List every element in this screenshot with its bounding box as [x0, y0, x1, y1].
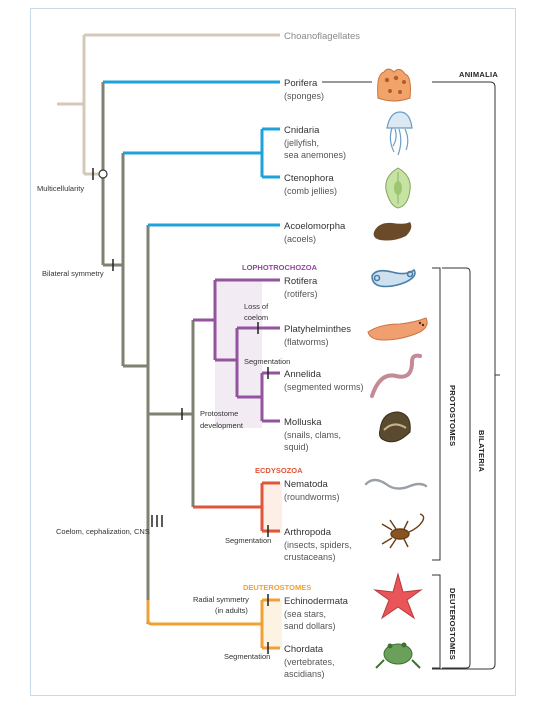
- acoelomorpha-label: Acoelomorpha: [284, 221, 346, 232]
- chordata-common-1: (vertebrates,: [284, 657, 335, 667]
- clade-brackets: [322, 81, 500, 670]
- sponge-illustration: [377, 68, 411, 102]
- choanoflagellates-label: Choanoflagellates: [284, 31, 360, 42]
- radial-symmetry-label-1: Radial symmetry: [193, 595, 249, 604]
- figure-frame: [30, 8, 516, 696]
- ecdysozoa-label: ECDYSOZOA: [255, 466, 303, 475]
- rotifera-common: (rotifers): [284, 289, 318, 299]
- molluska-label: Molluska: [284, 417, 322, 428]
- character-ticks: [92, 168, 269, 654]
- chordata-label: Chordata: [284, 644, 324, 655]
- chordata-common-2: ascidians): [284, 669, 325, 679]
- cnidaria-label: Cnidaria: [284, 125, 320, 136]
- arthropoda-common-1: (insects, spiders,: [284, 540, 352, 550]
- molluska-common-2: squid): [284, 442, 309, 452]
- ecdysozoa-shade: [262, 483, 282, 533]
- clam-illustration: [379, 411, 411, 443]
- multicellularity-label: Multicellularity: [37, 184, 84, 193]
- animal-trunk-branches: [101, 82, 195, 624]
- nematoda-label: Nematoda: [284, 479, 329, 490]
- rotifera-label: Rotifera: [284, 276, 318, 287]
- multicellularity-node: [98, 169, 108, 179]
- bilateral-symmetry-label: Bilateral symmetry: [42, 269, 104, 278]
- coelom-label: Coelom, cephalization, CNS: [56, 527, 150, 536]
- deuterostomes-group-label: DEUTEROSTOMES: [243, 583, 311, 592]
- arthropoda-label: Arthropoda: [284, 527, 332, 538]
- nematoda-common: (roundworms): [284, 492, 340, 502]
- segmentation-lopho-label: Segmentation: [244, 357, 290, 366]
- platyhelminthes-common: (flatworms): [284, 337, 329, 347]
- jellyfish-illustration: [386, 111, 413, 156]
- frog-illustration: [375, 642, 421, 669]
- lophotrochozoa-label: LOPHOTROCHOZOA: [242, 263, 318, 272]
- cnidaria-common-1: (jellyfish,: [284, 138, 319, 148]
- rotifer-illustration: [371, 268, 416, 288]
- roundworm-illustration: [364, 478, 428, 490]
- radial-symmetry-label-2: (in adults): [215, 606, 248, 615]
- echinodermata-label: Echinodermata: [284, 596, 349, 607]
- porifera-common: (sponges): [284, 91, 324, 101]
- echinodermata-common-1: (sea stars,: [284, 609, 326, 619]
- loss-of-coelom-label-1: Loss of: [244, 302, 269, 311]
- deuterostome-shade: [262, 600, 282, 648]
- character-labels: Multicellularity Bilateral symmetry Coel…: [37, 184, 290, 661]
- basal-branches: [103, 80, 280, 227]
- acoel-illustration: [373, 222, 412, 241]
- sea-star-illustration: [373, 572, 423, 620]
- flatworm-illustration: [367, 317, 428, 341]
- protostomes-label: PROTOSTOMES: [448, 385, 457, 446]
- scorpion-illustration: [381, 513, 425, 549]
- taxon-labels: Choanoflagellates Porifera (sponges) Cni…: [284, 31, 364, 679]
- annelida-common: (segmented worms): [284, 382, 364, 392]
- deuterostome-branches: [146, 598, 280, 650]
- segmentation-ecdy-label: Segmentation: [225, 536, 271, 545]
- protostome-label-1: Protostome: [200, 409, 238, 418]
- ctenophora-common: (comb jellies): [284, 186, 337, 196]
- stem-branches: [57, 33, 280, 176]
- acoelomorpha-common: (acoels): [284, 234, 316, 244]
- protostome-label-2: development: [200, 421, 244, 430]
- bilateria-label: BILATERIA: [477, 430, 486, 472]
- deuterostomes-bracket-label: DEUTEROSTOMES: [448, 588, 457, 660]
- lophotrochozoa-branches: [193, 278, 280, 423]
- ctenophora-label: Ctenophora: [284, 173, 334, 184]
- segmented-worm-illustration: [370, 353, 422, 398]
- arthropoda-common-2: crustaceans): [284, 552, 336, 562]
- loss-of-coelom-label-2: coelom: [244, 313, 268, 322]
- platyhelminthes-label: Platyhelminthes: [284, 324, 351, 335]
- segmentation-chord-label: Segmentation: [224, 652, 270, 661]
- animalia-label: ANIMALIA: [459, 70, 498, 79]
- echinodermata-common-2: sand dollars): [284, 621, 336, 631]
- porifera-label: Porifera: [284, 78, 318, 89]
- molluska-common-1: (snails, clams,: [284, 430, 341, 440]
- cnidaria-common-2: sea anemones): [284, 150, 346, 160]
- comb-jelly-illustration: [385, 167, 411, 209]
- annelida-label: Annelida: [284, 369, 322, 380]
- ecdysozoa-branches: [193, 481, 280, 533]
